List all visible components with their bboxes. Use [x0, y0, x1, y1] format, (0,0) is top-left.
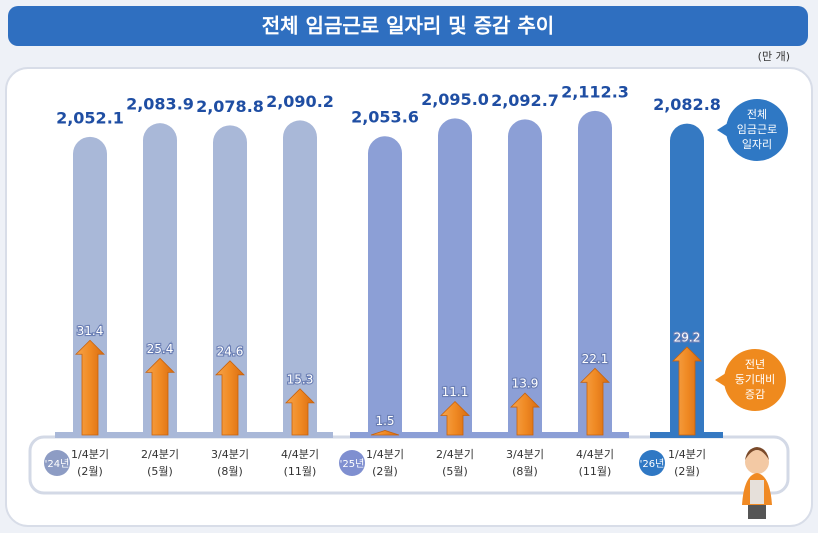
category-label: 3/4분기: [506, 448, 544, 461]
legend-text: 증감: [745, 388, 765, 401]
unit-label: (만 개): [758, 50, 790, 63]
value-label: 2,112.3: [561, 82, 629, 101]
value-label: 2,090.2: [266, 92, 334, 111]
change-label: 1.5: [375, 414, 394, 428]
change-label: 31.4: [77, 324, 104, 338]
legend-text: 동기대비: [735, 373, 775, 386]
legend-text: 임금근로: [737, 123, 777, 136]
change-arrow: [215, 360, 245, 436]
bar: [578, 110, 612, 435]
year-label: '26년: [640, 458, 665, 470]
bar: [213, 125, 247, 435]
category-label: 1/4분기: [71, 448, 109, 461]
value-label: 2,078.8: [196, 97, 264, 116]
group-baseline: [350, 432, 629, 438]
category-label: 4/4분기: [576, 448, 614, 461]
value-label: 2,092.7: [491, 91, 559, 110]
month-label: (11월): [579, 465, 612, 478]
change-arrow: [440, 400, 470, 436]
group-baseline: [55, 432, 333, 438]
change-label: 29.2: [674, 330, 701, 344]
bar: [508, 119, 542, 435]
change-label: 15.3: [287, 372, 314, 386]
change-arrow: [145, 357, 175, 436]
category-label: 1/4분기: [366, 448, 404, 461]
change-arrow: [75, 339, 105, 436]
legend-pointer: [715, 373, 726, 387]
legend-badge: [726, 99, 788, 161]
year-label: '25년: [340, 458, 365, 470]
change-arrow: [285, 388, 315, 436]
month-label: (2월): [674, 465, 700, 478]
bar: [368, 136, 402, 435]
change-arrow: [510, 392, 540, 436]
month-label: (11월): [284, 465, 317, 478]
year-label: '24년: [45, 458, 70, 470]
year-badge: [44, 450, 70, 476]
bar: [73, 136, 107, 436]
legend-text: 전체: [747, 108, 767, 121]
month-label: (8월): [217, 465, 243, 478]
bar: [438, 118, 472, 435]
value-label: 2,083.9: [126, 95, 194, 114]
year-badge: [639, 450, 665, 476]
change-label: 13.9: [512, 377, 539, 391]
change-label: 11.1: [442, 385, 469, 399]
change-label: 25.4: [147, 342, 174, 356]
person: [742, 447, 772, 519]
category-label: 2/4분기: [141, 448, 179, 461]
value-label: 2,082.8: [653, 95, 721, 114]
change-label: 24.6: [217, 344, 244, 358]
category-label: 3/4분기: [211, 448, 249, 461]
year-badge: [339, 450, 365, 476]
legend-text: 전년: [745, 358, 765, 371]
change-arrow: [580, 367, 610, 436]
value-label: 2,053.6: [351, 108, 419, 127]
legend-badge: [724, 349, 786, 411]
month-label: (5월): [442, 465, 468, 478]
value-label: 2,052.1: [56, 108, 124, 127]
month-label: (2월): [77, 465, 103, 478]
bar: [143, 123, 177, 435]
chart-title: 전체 임금근로 일자리 및 증감 추이: [262, 14, 554, 38]
legend-pointer: [717, 123, 728, 137]
month-label: (8월): [512, 465, 538, 478]
bar: [283, 120, 317, 435]
month-label: (2월): [372, 465, 398, 478]
category-label: 1/4분기: [668, 448, 706, 461]
change-arrow: [672, 346, 702, 436]
change-arrow: [370, 430, 400, 436]
value-label: 2,095.0: [421, 90, 489, 109]
legend-text: 일자리: [742, 137, 772, 151]
month-label: (5월): [147, 465, 173, 478]
category-label: 2/4분기: [436, 448, 474, 461]
title-banner: [8, 6, 808, 46]
category-label: 4/4분기: [281, 448, 319, 461]
change-label: 22.1: [582, 352, 609, 366]
